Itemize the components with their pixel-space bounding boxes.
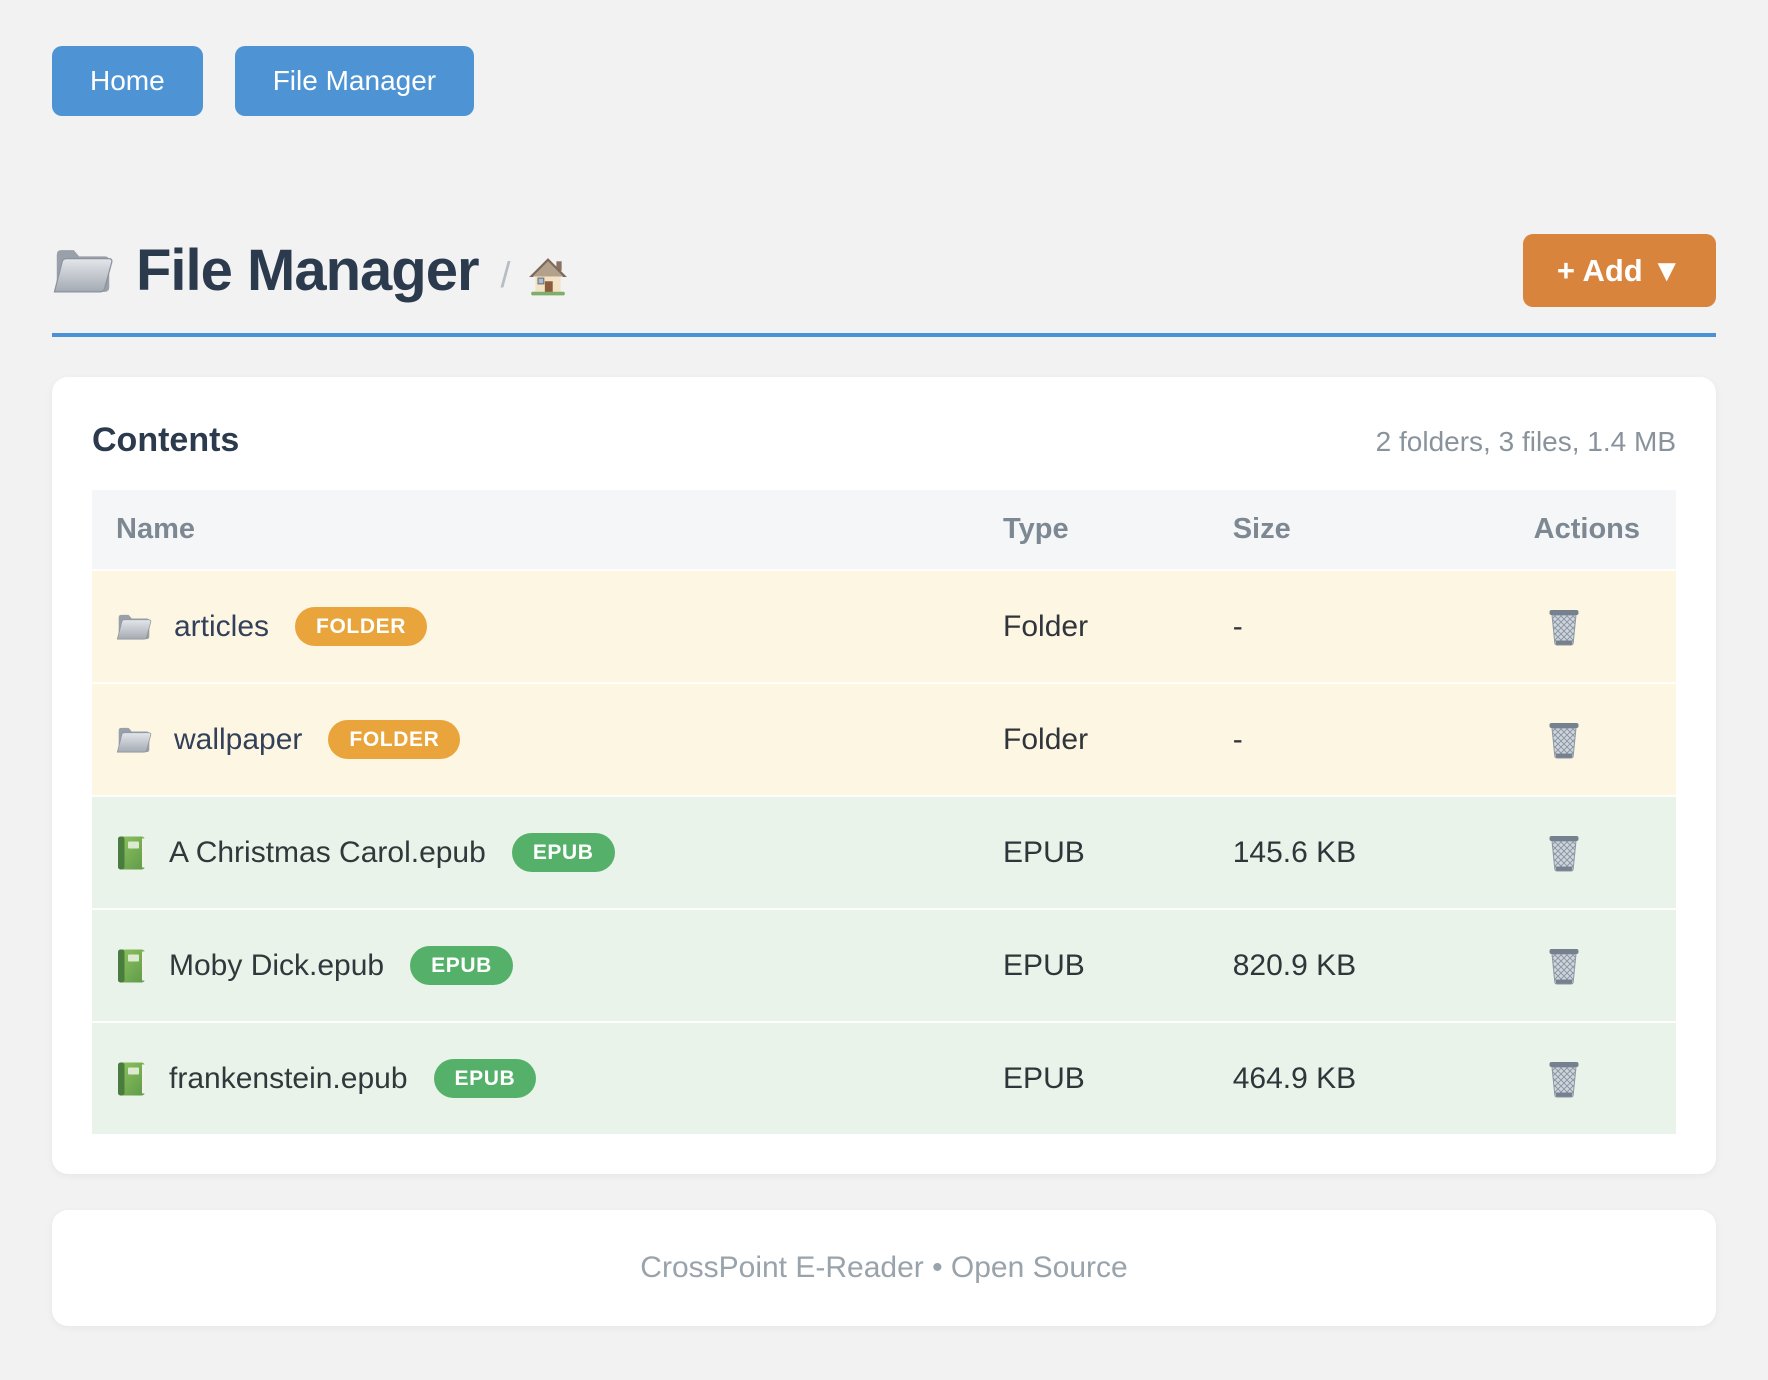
type-badge: FOLDER [328,719,461,760]
item-type: Folder [979,682,1209,796]
item-name: articles [174,609,270,643]
item-size: - [1208,682,1510,796]
contents-card-header: Contents 2 folders, 3 files, 1.4 MB [92,421,1676,460]
item-link[interactable]: articles FOLDER [116,606,955,647]
file-table: Name Type Size Actions articles FOLDER [92,490,1676,1134]
column-header-type: Type [979,490,1209,570]
delete-button[interactable] [1546,720,1582,760]
top-nav: Home File Manager [52,0,1716,116]
header-divider [52,333,1716,337]
item-link[interactable]: wallpaper FOLDER [116,719,955,760]
file-manager-page: Home File Manager File Manager / + Add ▼… [52,0,1716,1326]
trash-icon [1546,1059,1582,1099]
type-badge: EPUB [433,1058,537,1099]
folder-icon [116,611,152,643]
house-icon[interactable] [527,255,569,297]
table-row: frankenstein.epub EPUB EPUB 464.9 KB [92,1021,1676,1134]
nav-file-manager-button[interactable]: File Manager [234,46,475,116]
table-row: Moby Dick.epub EPUB EPUB 820.9 KB [92,908,1676,1022]
footer-card: CrossPoint E-Reader • Open Source [52,1210,1716,1326]
contents-card: Contents 2 folders, 3 files, 1.4 MB Name… [52,377,1716,1174]
book-icon [116,1061,147,1097]
item-size: - [1208,569,1510,683]
trash-icon [1546,833,1582,873]
item-name: A Christmas Carol.epub [169,835,486,869]
table-row: wallpaper FOLDER Folder - [92,682,1676,796]
contents-title: Contents [92,421,240,459]
item-size: 464.9 KB [1208,1021,1510,1134]
folder-icon [116,724,152,756]
type-badge: EPUB [410,945,513,986]
type-badge: EPUB [511,832,615,873]
column-header-size: Size [1208,490,1510,570]
page-title: File Manager [136,238,480,303]
item-name: wallpaper [174,722,303,756]
item-link[interactable]: Moby Dick.epub EPUB [116,945,955,986]
page-header: File Manager / + Add ▼ [52,234,1716,307]
trash-icon [1546,720,1582,760]
item-link[interactable]: frankenstein.epub EPUB [116,1058,955,1099]
breadcrumb-separator: / [500,253,511,295]
item-size: 145.6 KB [1208,795,1510,909]
type-badge: FOLDER [295,606,427,647]
folder-icon [52,244,114,298]
item-type: EPUB [979,795,1209,909]
item-name: Moby Dick.epub [169,948,385,982]
item-name: frankenstein.epub [169,1061,408,1095]
item-size: 820.9 KB [1208,908,1510,1022]
table-row: articles FOLDER Folder - [92,569,1676,683]
table-header-row: Name Type Size Actions [92,490,1676,570]
page-title-group: File Manager / [52,237,569,304]
nav-home-button[interactable]: Home [52,46,203,116]
trash-icon [1546,607,1582,647]
delete-button[interactable] [1546,946,1582,986]
table-row: A Christmas Carol.epub EPUB EPUB 145.6 K… [92,795,1676,909]
delete-button[interactable] [1546,1059,1582,1099]
book-icon [116,835,147,871]
trash-icon [1546,946,1582,986]
item-link[interactable]: A Christmas Carol.epub EPUB [116,832,955,873]
item-type: EPUB [979,908,1209,1022]
add-button[interactable]: + Add ▼ [1522,234,1716,307]
column-header-name: Name [92,490,980,570]
item-type: EPUB [979,1021,1209,1134]
item-type: Folder [979,569,1209,683]
column-header-actions: Actions [1509,490,1676,570]
delete-button[interactable] [1546,607,1582,647]
delete-button[interactable] [1546,833,1582,873]
book-icon [116,948,147,984]
footer-text: CrossPoint E-Reader • Open Source [640,1251,1128,1284]
contents-summary: 2 folders, 3 files, 1.4 MB [1375,426,1676,457]
